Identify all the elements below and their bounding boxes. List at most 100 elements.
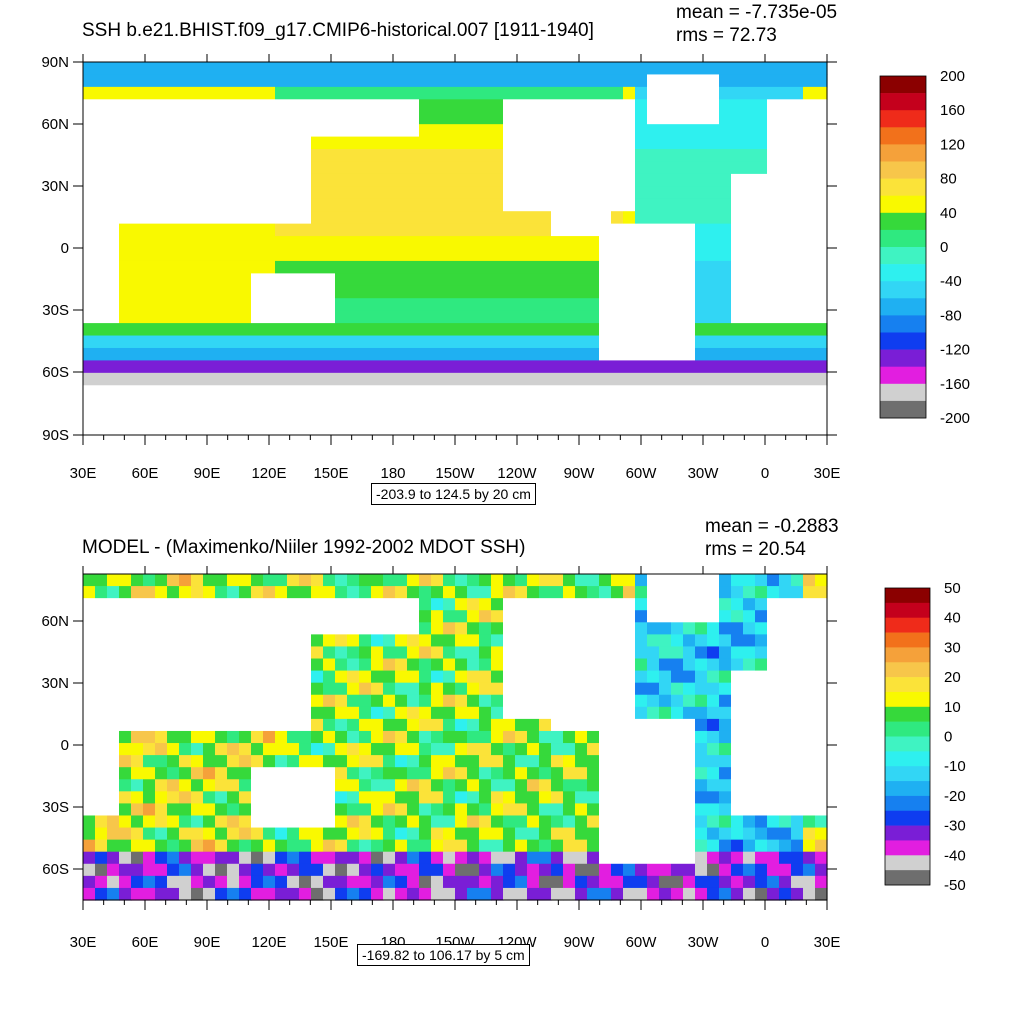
heatmap-cell xyxy=(275,670,288,684)
heatmap-cell xyxy=(755,803,768,817)
heatmap-cell xyxy=(215,610,228,623)
heatmap-cell xyxy=(551,310,564,324)
heatmap-cell xyxy=(143,298,156,312)
heatmap-cell xyxy=(323,99,336,113)
heatmap-cell xyxy=(755,99,768,113)
heatmap-cell xyxy=(179,598,192,611)
heatmap-cell xyxy=(551,670,564,684)
heatmap-cell xyxy=(491,815,504,829)
heatmap-cell xyxy=(263,347,276,361)
heatmap-cell xyxy=(479,335,492,349)
heatmap-cell xyxy=(779,682,792,696)
heatmap-cell xyxy=(479,791,492,804)
heatmap-cell xyxy=(791,755,804,768)
heatmap-cell xyxy=(167,211,180,225)
heatmap-cell xyxy=(167,149,180,163)
heatmap-cell xyxy=(647,161,660,175)
heatmap-cell xyxy=(83,360,96,374)
heatmap-cell xyxy=(227,779,240,792)
heatmap-cell xyxy=(431,743,444,756)
heatmap-cell xyxy=(119,285,132,299)
heatmap-cell xyxy=(287,730,300,744)
heatmap-cell xyxy=(263,149,276,163)
heatmap-cell xyxy=(767,62,780,76)
heatmap-cell xyxy=(227,397,240,411)
heatmap-cell xyxy=(215,422,228,436)
heatmap-cell xyxy=(263,236,276,250)
heatmap-cell xyxy=(131,273,144,287)
heatmap-cell xyxy=(227,646,240,660)
heatmap-cell xyxy=(623,298,636,312)
heatmap-cell xyxy=(287,646,300,660)
heatmap-cell xyxy=(347,658,360,672)
heatmap-cell xyxy=(743,839,756,853)
heatmap-cell xyxy=(275,397,288,411)
heatmap-cell xyxy=(347,161,360,175)
heatmap-cell xyxy=(599,574,612,587)
heatmap-cell xyxy=(311,718,324,732)
heatmap-cell xyxy=(239,875,252,889)
heatmap-cell xyxy=(467,586,480,599)
heatmap-cell xyxy=(167,694,180,708)
heatmap-cell xyxy=(263,598,276,611)
heatmap-cell xyxy=(659,397,672,411)
colorbar-swatch xyxy=(880,110,926,128)
heatmap-cell xyxy=(431,682,444,696)
heatmap-cell xyxy=(83,706,96,720)
heatmap-cell xyxy=(803,586,816,599)
heatmap-cell xyxy=(539,851,552,865)
heatmap-cell xyxy=(371,347,384,361)
heatmap-cell xyxy=(131,779,144,792)
colorbar-swatch xyxy=(880,76,926,94)
heatmap-cell xyxy=(311,397,324,411)
heatmap-cell xyxy=(779,658,792,672)
heatmap-cell xyxy=(479,634,492,648)
heatmap-cell xyxy=(359,74,372,88)
heatmap-cell xyxy=(467,86,480,100)
heatmap-cell xyxy=(587,730,600,744)
heatmap-cell xyxy=(227,743,240,756)
heatmap-cell xyxy=(167,803,180,817)
heatmap-cell xyxy=(563,236,576,250)
heatmap-cell xyxy=(155,347,168,361)
heatmap-cell xyxy=(635,574,648,587)
heatmap-cell xyxy=(83,791,96,804)
heatmap-cell xyxy=(323,706,336,720)
heatmap-cell xyxy=(527,706,540,720)
heatmap-cell xyxy=(647,372,660,386)
heatmap-cell xyxy=(695,682,708,696)
heatmap-cell xyxy=(515,347,528,361)
heatmap-cell xyxy=(719,161,732,175)
heatmap-cell xyxy=(563,610,576,623)
heatmap-cell xyxy=(623,791,636,804)
heatmap-cell xyxy=(287,803,300,817)
heatmap-cell xyxy=(623,779,636,792)
heatmap-cell xyxy=(563,622,576,635)
heatmap-cell xyxy=(587,260,600,274)
heatmap-cell xyxy=(563,397,576,411)
x-tick-label: 30E xyxy=(814,934,841,951)
heatmap-cell xyxy=(743,347,756,361)
heatmap-cell xyxy=(299,285,312,299)
heatmap-cell xyxy=(575,887,588,901)
heatmap-cell xyxy=(539,730,552,744)
heatmap-cell xyxy=(227,223,240,237)
heatmap-cell xyxy=(95,372,108,386)
heatmap-cell xyxy=(563,706,576,720)
heatmap-cell xyxy=(323,803,336,817)
x-tick-label: 30W xyxy=(688,465,720,482)
heatmap-cell xyxy=(503,755,516,768)
colorbar-swatch xyxy=(885,855,930,871)
heatmap-cell xyxy=(467,682,480,696)
heatmap-cell xyxy=(467,298,480,312)
heatmap-cell xyxy=(551,815,564,829)
heatmap-cell xyxy=(155,211,168,225)
heatmap-cell xyxy=(191,211,204,225)
heatmap-cell xyxy=(335,718,348,732)
heatmap-cell xyxy=(191,86,204,100)
heatmap-cell xyxy=(503,335,516,349)
heatmap-cell xyxy=(323,372,336,386)
heatmap-cell xyxy=(119,397,132,411)
heatmap-cell xyxy=(455,173,468,187)
heatmap-cell xyxy=(83,598,96,611)
